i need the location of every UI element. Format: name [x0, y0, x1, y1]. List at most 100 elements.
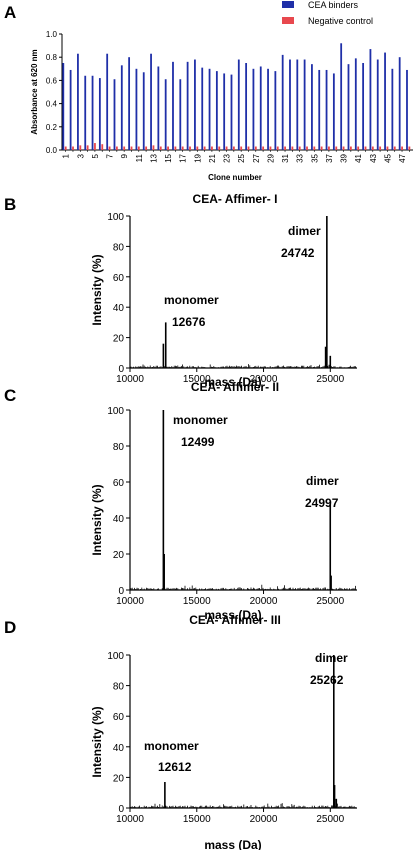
bar-negative-control [371, 146, 374, 150]
x-tick-label: 11 [135, 153, 144, 162]
bar-cea-binders [179, 79, 182, 150]
x-tick-label: 25000 [316, 814, 344, 825]
bar-cea-binders [157, 66, 160, 150]
bar-negative-control [79, 145, 82, 150]
x-tick-label: 19 [193, 153, 202, 162]
bar-negative-control [349, 146, 352, 150]
bar-negative-control [306, 146, 308, 150]
bar-negative-control [262, 146, 265, 150]
y-tick-label: 60 [113, 273, 125, 284]
bar-cea-binders [398, 57, 401, 151]
y-tick-label: 0.6 [46, 76, 58, 85]
x-tick-label: 1 [62, 153, 71, 158]
x-tick-label: 7 [106, 153, 115, 158]
y-tick-label: 80 [113, 242, 125, 253]
bar-cea-binders [318, 69, 321, 150]
bar-cea-binders [223, 73, 226, 150]
x-tick-label: 13 [149, 153, 158, 162]
chart-title: CEA- Affimer- II [191, 380, 279, 394]
x-tick-label: 25000 [316, 596, 344, 607]
chart-title: CEA- Affimer- I [193, 192, 278, 206]
y-tick-label: 40 [113, 514, 125, 525]
y-axis-label: Absorbance at 620 nm [30, 49, 39, 134]
x-tick-label: 27 [252, 153, 261, 162]
x-tick-label: 15 [164, 153, 173, 162]
bar-negative-control [130, 146, 133, 150]
legend-swatch-negative-control [282, 17, 294, 24]
bar-chart-absorbance: Absorbance at 620 nm Clone number CEA bi… [30, 0, 413, 182]
x-tick-label: 15000 [183, 374, 211, 385]
bar-negative-control [254, 146, 257, 150]
x-tick-label: 43 [369, 153, 378, 162]
bar-negative-control [72, 146, 74, 150]
x-tick-label: 25 [237, 153, 246, 162]
bar-negative-control [137, 146, 140, 150]
y-tick-label: 20 [113, 550, 125, 561]
bar-cea-binders [113, 79, 116, 150]
y-axis-label: Intensity (%) [90, 706, 104, 777]
bar-negative-control [320, 146, 323, 150]
bar-negative-control [108, 146, 111, 150]
bar-negative-control [342, 146, 345, 150]
bar-negative-control [181, 146, 184, 150]
bar-negative-control [379, 146, 382, 150]
bar-cea-binders [274, 71, 277, 150]
bar-cea-binders [325, 69, 328, 150]
x-tick-label: 21 [208, 153, 217, 162]
bar-cea-binders [142, 72, 145, 150]
bar-negative-control [386, 146, 389, 150]
y-tick-label: 20 [113, 773, 125, 784]
annotation-dimer-label: dimer [288, 224, 321, 238]
x-tick-label: 20000 [250, 814, 278, 825]
y-tick-label: 0.8 [46, 53, 58, 62]
bar-cea-binders [332, 73, 335, 150]
bar-negative-control [298, 146, 301, 150]
bar-cea-binders [208, 68, 211, 150]
y-axis-label: Intensity (%) [90, 484, 104, 555]
bar-negative-control [94, 143, 96, 150]
x-tick-label: 15000 [183, 814, 211, 825]
y-tick-label: 80 [113, 442, 125, 453]
bar-cea-binders [296, 59, 299, 150]
y-tick-label: 80 [113, 682, 125, 693]
bar-cea-binders [201, 67, 204, 150]
bar-cea-binders [391, 68, 394, 150]
x-tick-label: 10000 [116, 374, 144, 385]
bar-cea-binders [340, 43, 343, 150]
panel-letter-d: D [4, 618, 16, 637]
spectrum-baseline-noise [130, 803, 356, 808]
y-tick-label: 100 [107, 406, 124, 417]
x-tick-label: 20000 [250, 596, 278, 607]
x-tick-label: 10000 [116, 814, 144, 825]
bar-negative-control [174, 146, 177, 150]
x-axis-label: mass (Da) [204, 608, 261, 622]
bar-cea-binders [194, 59, 196, 150]
bar-negative-control [269, 146, 272, 150]
bar-negative-control [211, 146, 213, 150]
bar-cea-binders [362, 63, 365, 150]
y-tick-label: 1.0 [46, 30, 58, 39]
panel-letter-c: C [4, 386, 16, 405]
bar-negative-control [232, 146, 235, 150]
bar-cea-binders [354, 58, 357, 150]
x-tick-label: 29 [266, 153, 275, 162]
annotation-dimer-mass: 24742 [281, 246, 315, 260]
bar-cea-binders [120, 65, 123, 150]
y-tick-label: 60 [113, 712, 125, 723]
x-tick-label: 5 [91, 153, 100, 158]
y-axis-label: Intensity (%) [90, 254, 104, 325]
bar-negative-control [189, 146, 191, 150]
bar-negative-control [401, 146, 403, 150]
x-tick-label: 47 [398, 153, 407, 162]
bar-negative-control [159, 146, 162, 150]
bar-negative-control [145, 146, 148, 150]
annotation-monomer-mass: 12612 [158, 760, 192, 774]
y-tick-label: 20 [113, 334, 125, 345]
y-tick-label: 0.2 [46, 123, 58, 132]
x-axis-label: mass (Da) [204, 375, 261, 389]
spectrum-baseline-noise [130, 364, 356, 368]
x-axis-label: Clone number [208, 173, 262, 182]
bar-negative-control [218, 146, 221, 150]
bar-cea-binders [164, 79, 167, 150]
bar-cea-binders [128, 57, 131, 151]
